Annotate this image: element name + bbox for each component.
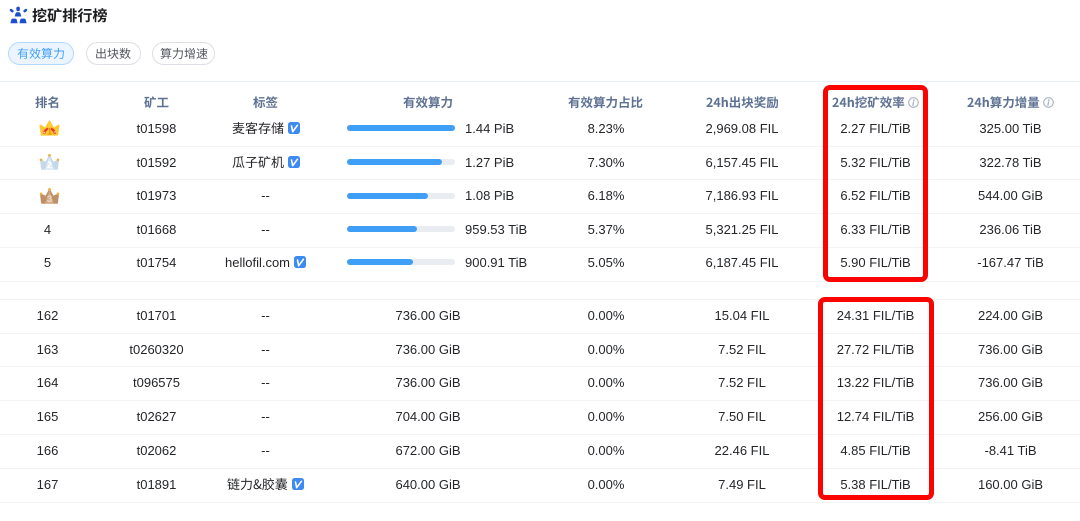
svg-text:2: 2 [47, 160, 52, 171]
svg-text:3: 3 [47, 194, 52, 205]
svg-text:1: 1 [47, 127, 52, 137]
